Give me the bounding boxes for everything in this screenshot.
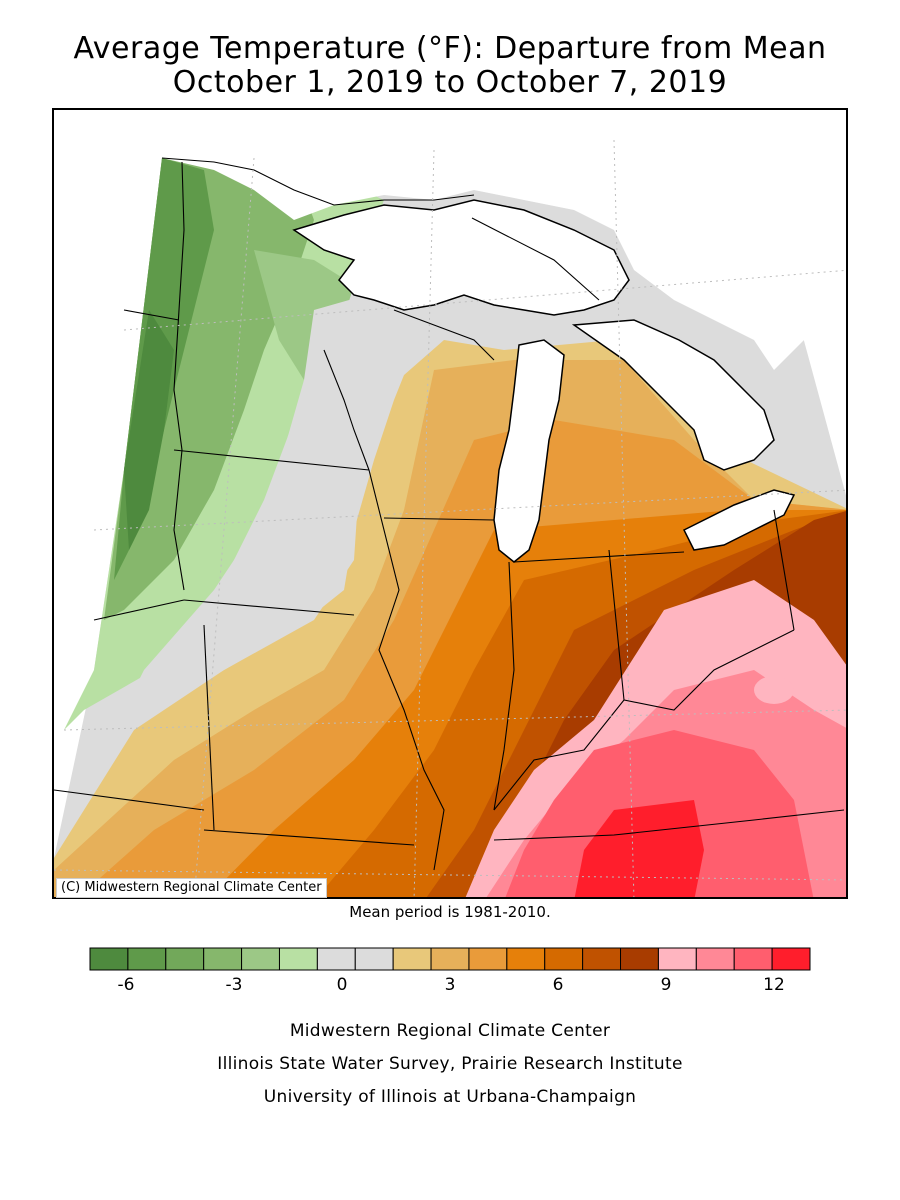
boundary-mn-nd bbox=[173, 161, 185, 591]
boundary-ky-tn bbox=[493, 809, 845, 841]
mean-period-note: Mean period is 1981-2010. bbox=[349, 903, 551, 921]
legend-swatch bbox=[695, 947, 735, 971]
region-green-darkest bbox=[124, 310, 174, 550]
footer-organization: Midwestern Regional Climate Center bbox=[289, 1021, 611, 1041]
canada-land bbox=[162, 110, 846, 370]
legend-swatch bbox=[127, 947, 167, 971]
state-boundaries bbox=[54, 157, 845, 871]
footer-survey: Illinois State Water Survey, Prairie Res… bbox=[217, 1054, 683, 1074]
boundary-sd-ne bbox=[93, 599, 185, 621]
legend-swatch bbox=[203, 947, 243, 971]
boundary-nd-sd bbox=[123, 309, 180, 321]
boundary-oh-pa bbox=[773, 509, 795, 631]
legend-swatch bbox=[657, 947, 697, 971]
legend-tick-label: 9 bbox=[661, 975, 672, 995]
boundary-wi-il bbox=[383, 517, 495, 521]
copyright-credit: (C) Midwestern Regional Climate Center bbox=[56, 878, 327, 898]
legend-ticks: -6 -3 0 3 6 9 12 bbox=[118, 975, 785, 995]
boundary-mi-wi bbox=[393, 309, 495, 361]
legend-swatch bbox=[468, 947, 508, 971]
region-pink-spot bbox=[754, 676, 794, 704]
temperature-departure-map bbox=[52, 108, 848, 899]
legend-swatch bbox=[165, 947, 205, 971]
legend-tick-label: 0 bbox=[337, 975, 348, 995]
legend-tick-label: -3 bbox=[226, 975, 243, 995]
legend-swatch bbox=[430, 947, 470, 971]
legend-tick-label: -6 bbox=[118, 975, 135, 995]
legend-swatch bbox=[278, 947, 318, 971]
boundary-mn-ia bbox=[173, 449, 370, 471]
boundary-mi-canada bbox=[471, 217, 600, 301]
legend-swatch bbox=[392, 947, 432, 971]
region-red bbox=[574, 800, 704, 897]
legend-swatch bbox=[241, 947, 280, 971]
legend-swatch bbox=[506, 947, 546, 971]
legend-tick-label: 6 bbox=[553, 975, 564, 995]
legend-swatch bbox=[316, 947, 356, 971]
legend-swatch bbox=[544, 947, 584, 971]
boundary-ia-mo bbox=[183, 599, 355, 616]
map-canvas bbox=[54, 110, 846, 897]
legend-swatch bbox=[733, 947, 773, 971]
lake-huron bbox=[571, 319, 775, 471]
lake-erie bbox=[682, 489, 796, 551]
boundary-il-in bbox=[493, 561, 515, 811]
map-date-range: October 1, 2019 to October 7, 2019 bbox=[172, 65, 728, 100]
boundary-ks-ne bbox=[54, 789, 205, 811]
boundary-mn-wi bbox=[323, 349, 370, 471]
legend-tick-label: 12 bbox=[763, 975, 785, 995]
legend-swatch bbox=[582, 947, 622, 971]
boundary-mo-ks bbox=[203, 624, 215, 831]
legend-swatches bbox=[89, 947, 811, 971]
boundary-international bbox=[161, 157, 475, 206]
lake-michigan bbox=[493, 339, 565, 563]
color-legend: -6 -3 0 3 6 9 12 bbox=[89, 947, 811, 995]
legend-swatch bbox=[620, 947, 659, 971]
legend-swatch bbox=[354, 947, 394, 971]
boundary-ohio-river bbox=[493, 629, 795, 811]
boundary-mississippi bbox=[368, 469, 445, 871]
lake-superior bbox=[292, 199, 630, 316]
map-grid bbox=[54, 139, 846, 897]
footer-university: University of Illinois at Urbana-Champai… bbox=[263, 1087, 637, 1107]
region-gray-band bbox=[114, 290, 414, 730]
boundary-mi-in-oh bbox=[513, 551, 685, 563]
map-title: Average Temperature (°F): Departure from… bbox=[73, 31, 827, 66]
legend-tick-label: 3 bbox=[445, 975, 456, 995]
legend-swatch bbox=[89, 947, 129, 971]
boundary-mo-ar bbox=[203, 829, 415, 846]
legend-swatch bbox=[771, 947, 811, 971]
boundary-in-oh bbox=[608, 549, 625, 701]
